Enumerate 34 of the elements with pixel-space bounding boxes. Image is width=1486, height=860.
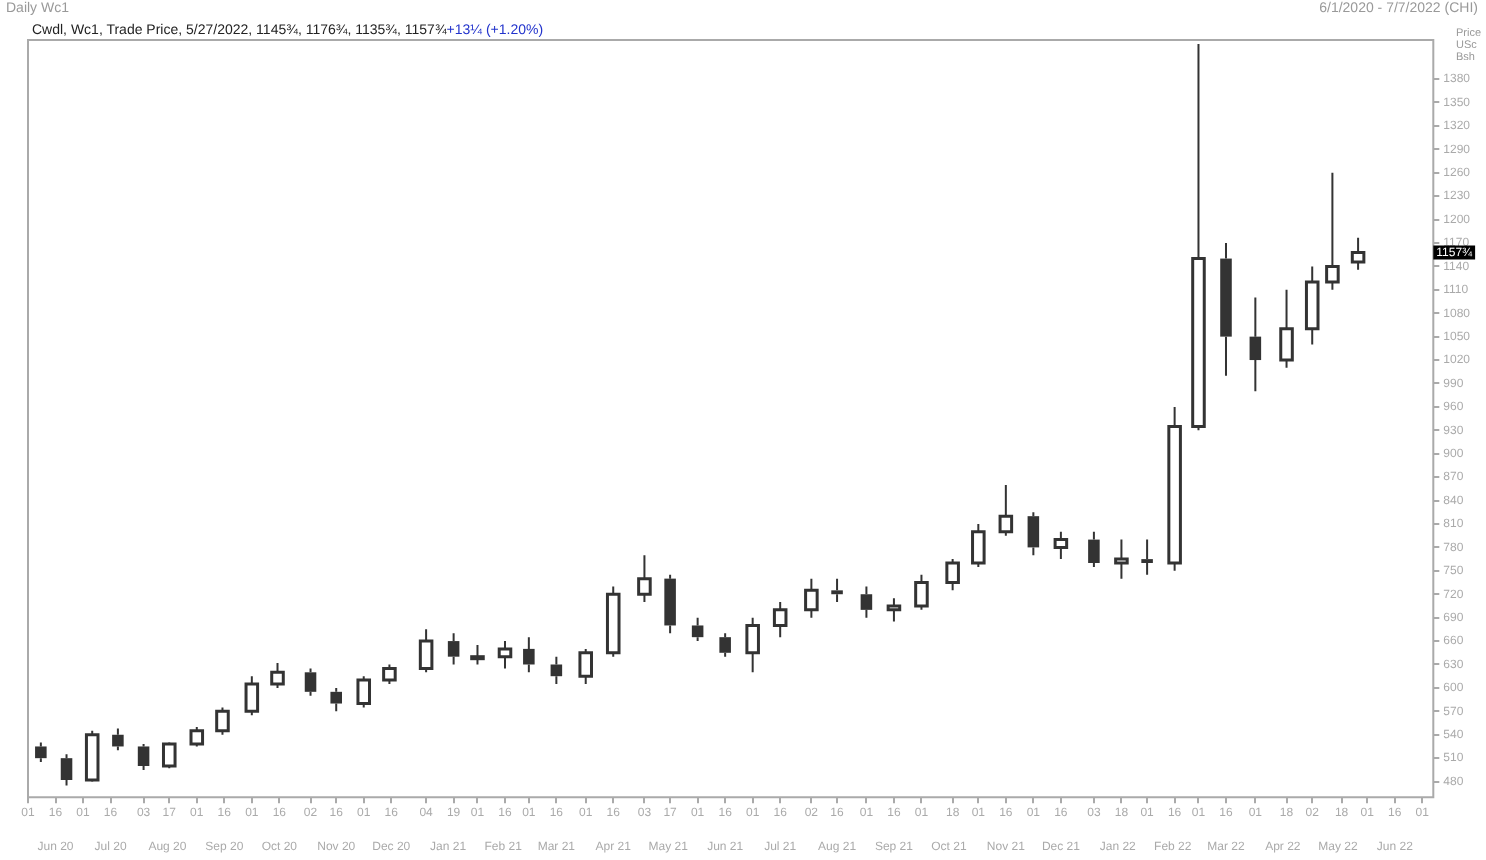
candlestick: [1053, 530, 1069, 561]
candlestick: [860, 585, 873, 619]
candlestick: [1027, 511, 1040, 557]
candlestick: [137, 743, 150, 771]
candlestick: [691, 616, 704, 643]
candlestick: [1191, 42, 1206, 432]
candlestick: [1304, 265, 1320, 346]
candlestick: [1088, 530, 1100, 568]
candlestick: [804, 577, 819, 619]
candlestick: [745, 616, 760, 674]
candlestick: [831, 577, 843, 604]
candlestick: [1249, 296, 1262, 393]
candlestick: [550, 655, 563, 686]
candlestick: [1141, 538, 1153, 576]
candlestick: [886, 597, 902, 623]
candlestick: [447, 632, 460, 666]
candlestick: [1350, 236, 1366, 271]
candlestick: [719, 632, 731, 658]
candlestick: [523, 636, 535, 674]
candlestick: [304, 667, 317, 697]
candlestick: [1220, 241, 1232, 377]
candlestick: [112, 727, 124, 752]
candlestick: [1325, 171, 1340, 291]
candlestick: [330, 686, 342, 713]
candlestick: [1167, 405, 1182, 572]
candlestick: [998, 483, 1014, 537]
candlestick: [1279, 288, 1294, 369]
candlestick: [772, 601, 788, 639]
candlestick: [470, 643, 485, 666]
candlestick: [664, 573, 676, 635]
candlestick: [637, 554, 652, 604]
candlestick: [1114, 538, 1129, 580]
candlestick: [60, 753, 73, 787]
candlestick: [497, 640, 513, 670]
